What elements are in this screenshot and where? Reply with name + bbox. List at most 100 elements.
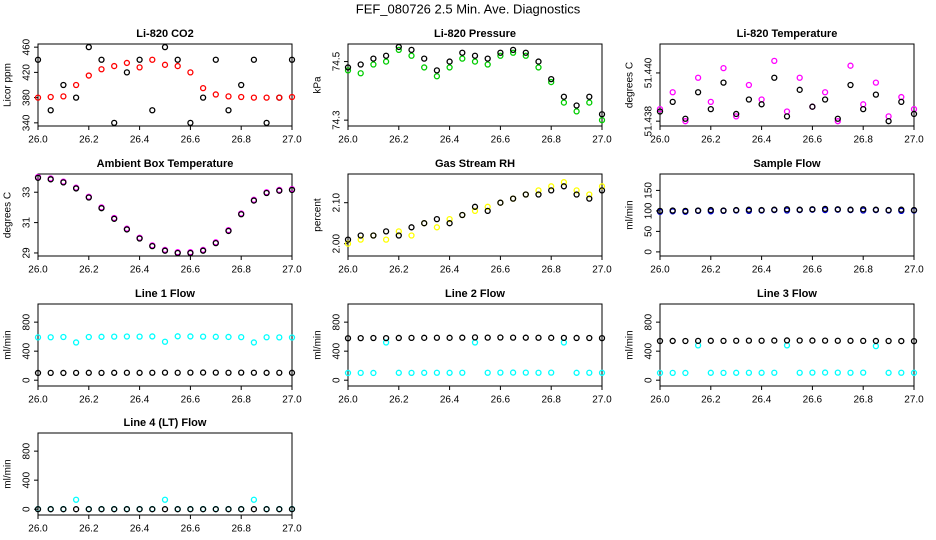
x-tick-label: 26.0	[650, 395, 670, 406]
point	[497, 199, 504, 206]
point	[535, 334, 542, 341]
point	[149, 56, 156, 63]
point	[598, 369, 606, 376]
point	[370, 55, 377, 62]
point	[771, 206, 778, 213]
point	[187, 369, 194, 376]
y-tick-label: 31	[22, 217, 33, 229]
point	[872, 337, 880, 345]
point	[250, 506, 258, 513]
point	[535, 191, 542, 198]
point	[771, 369, 778, 376]
point	[745, 369, 753, 376]
point	[598, 187, 606, 194]
point	[682, 337, 689, 345]
y-tick-label: 150	[644, 182, 655, 199]
y-axis-label: degrees C	[625, 62, 636, 108]
point	[357, 61, 364, 68]
point	[509, 49, 517, 56]
point	[809, 369, 816, 376]
point	[771, 57, 778, 65]
point	[548, 183, 555, 190]
point	[357, 70, 364, 77]
x-tick-label: 26.2	[701, 265, 721, 276]
y-tick-label: 51.438	[644, 105, 655, 136]
point	[758, 101, 765, 108]
point	[149, 369, 156, 376]
x-tick-label: 27.0	[282, 524, 302, 535]
point	[238, 211, 245, 218]
point	[174, 333, 181, 340]
point	[174, 506, 181, 513]
point	[123, 333, 131, 340]
y-tick-label: 0	[22, 377, 33, 383]
point	[433, 334, 441, 341]
x-tick-label: 26.4	[130, 524, 150, 535]
point	[548, 187, 555, 194]
point	[548, 78, 555, 86]
point	[796, 369, 803, 376]
panel-title: Line 1 Flow	[135, 288, 195, 300]
point	[484, 334, 491, 341]
point	[834, 337, 841, 344]
x-tick-label: 26.6	[491, 135, 511, 146]
panel-title: Li-820 Temperature	[737, 28, 838, 40]
point	[809, 337, 816, 344]
point	[796, 86, 803, 93]
point	[656, 337, 664, 345]
x-tick-label: 26.4	[440, 135, 460, 146]
point	[199, 506, 207, 513]
point	[509, 369, 517, 376]
point	[187, 333, 194, 340]
point	[187, 249, 194, 257]
y-tick-label: 800	[22, 313, 33, 330]
point	[60, 369, 67, 377]
point	[382, 236, 390, 243]
point	[847, 369, 854, 376]
y-tick-label: 0	[332, 377, 343, 383]
point	[910, 206, 918, 214]
point	[123, 506, 131, 513]
point	[225, 333, 232, 341]
panel-title: Ambient Box Temperature	[97, 158, 234, 170]
point	[34, 506, 42, 513]
point	[136, 369, 143, 376]
point	[796, 337, 803, 344]
point	[471, 203, 479, 210]
point	[212, 333, 219, 340]
point	[123, 226, 131, 233]
y-axis-label: percent	[313, 198, 324, 232]
point	[796, 74, 803, 81]
point	[885, 206, 892, 214]
point	[263, 369, 270, 376]
point	[560, 183, 568, 190]
y-tick-label: 0	[644, 377, 655, 383]
point	[136, 506, 143, 513]
y-tick-label: 420	[22, 64, 33, 81]
point	[47, 369, 54, 377]
point	[263, 119, 270, 126]
point	[395, 46, 402, 54]
point	[484, 203, 491, 210]
point	[573, 334, 580, 342]
point	[459, 334, 466, 341]
point	[745, 206, 753, 213]
point	[250, 56, 258, 63]
x-tick-label: 26.0	[338, 135, 358, 146]
point	[471, 207, 479, 215]
plot-frame	[659, 173, 915, 257]
point	[238, 81, 245, 89]
point	[783, 206, 791, 213]
point	[161, 44, 169, 51]
point	[745, 81, 753, 89]
x-tick-label: 26.0	[650, 135, 670, 146]
point	[834, 115, 841, 122]
point	[263, 189, 270, 197]
y-tick-label: 33	[22, 186, 33, 198]
point	[433, 369, 441, 376]
point	[720, 79, 727, 86]
y-tick-label: 400	[22, 342, 33, 359]
point	[174, 369, 181, 376]
y-tick-label: 460	[22, 38, 33, 55]
x-tick-label: 26.0	[338, 265, 358, 276]
